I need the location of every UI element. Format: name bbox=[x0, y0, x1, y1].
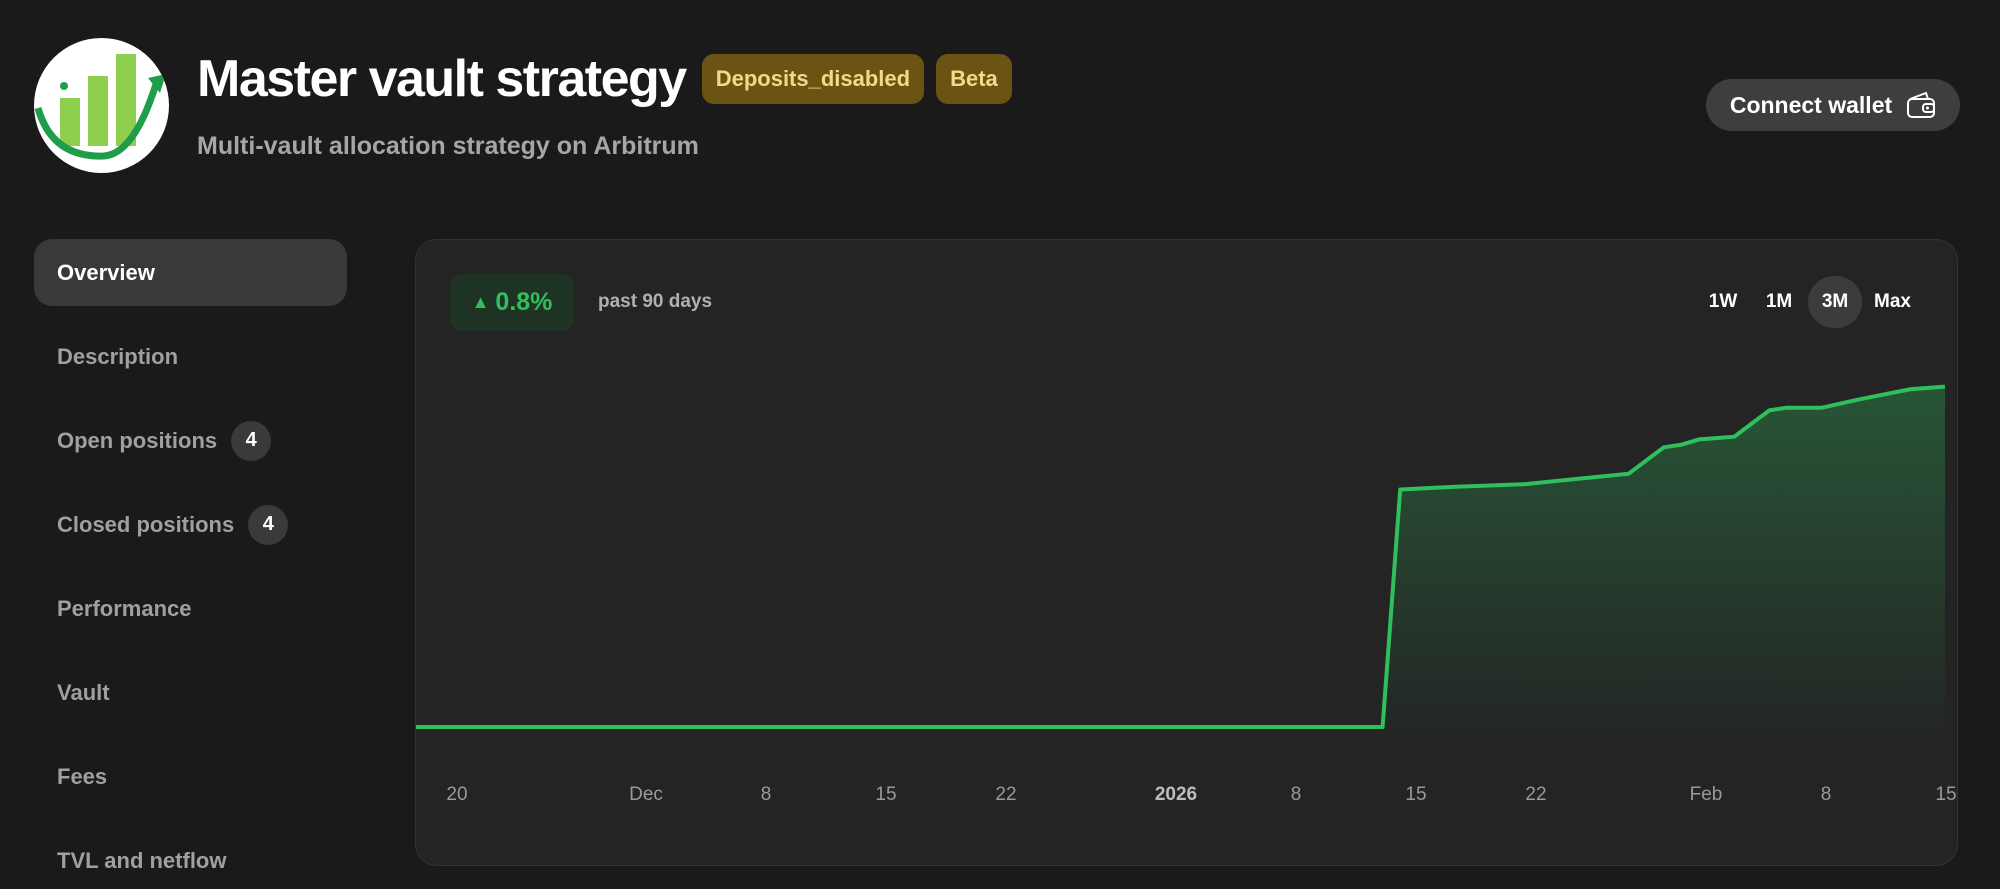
period-label: past 90 days bbox=[598, 291, 713, 312]
sidebar-item-performance[interactable]: Performance bbox=[34, 575, 347, 642]
range-3m-button[interactable]: 3M bbox=[1808, 276, 1863, 328]
x-tick-label: Feb bbox=[1690, 784, 1723, 805]
sidebar-item-label: Fees bbox=[57, 763, 108, 789]
sidebar-item-description[interactable]: Description bbox=[34, 323, 347, 390]
connect-wallet-button[interactable]: Connect wallet bbox=[1706, 79, 1960, 131]
change-badge: ▲ 0.8% bbox=[450, 274, 574, 331]
title-block: Master vault strategy Deposits_disabled … bbox=[197, 50, 1012, 161]
range-1m-button[interactable]: 1M bbox=[1765, 291, 1793, 312]
x-tick-label: 2026 bbox=[1155, 784, 1197, 805]
closed-positions-count-badge: 4 bbox=[248, 504, 289, 545]
series-area-fill bbox=[416, 386, 1945, 747]
range-max-button[interactable]: Max bbox=[1874, 291, 1911, 312]
sidebar-nav: Overview Description Open positions 4 Cl… bbox=[34, 239, 347, 889]
performance-chart: 20 Dec 8 15 22 2026 8 15 22 Feb 8 15 bbox=[416, 384, 1957, 805]
performance-chart-card: 20 Dec 8 15 22 2026 8 15 22 Feb 8 15 ▲ 0.8% past 90… bbox=[415, 239, 1958, 866]
series-line bbox=[416, 384, 1946, 729]
sidebar-item-open-positions[interactable]: Open positions 4 bbox=[34, 407, 347, 474]
range-1w-button[interactable]: 1W bbox=[1708, 291, 1738, 312]
x-tick-label: 15 bbox=[1935, 784, 1956, 805]
sidebar-item-label: Description bbox=[57, 343, 179, 369]
sidebar-item-vault[interactable]: Vault bbox=[34, 659, 347, 726]
x-tick-label: 8 bbox=[1821, 784, 1832, 805]
x-tick-label: Dec bbox=[629, 784, 663, 805]
open-positions-count-badge: 4 bbox=[231, 420, 272, 461]
sidebar-item-tvl-netflow[interactable]: TVL and netflow bbox=[34, 827, 347, 889]
sidebar-item-label: Vault bbox=[57, 679, 110, 705]
wallet-icon bbox=[1906, 91, 1936, 119]
header: Master vault strategy Deposits_disabled … bbox=[34, 38, 1960, 178]
sidebar-item-overview[interactable]: Overview bbox=[34, 239, 347, 306]
x-tick-label: 20 bbox=[446, 784, 467, 805]
sidebar-item-label: Performance bbox=[57, 595, 192, 621]
sidebar-item-label: Overview bbox=[57, 259, 155, 285]
x-tick-label: 22 bbox=[995, 784, 1016, 805]
connect-wallet-label: Connect wallet bbox=[1729, 91, 1893, 118]
range-selector: 1W 1M 3M Max bbox=[1696, 276, 1921, 328]
up-arrow-icon: ▲ bbox=[471, 292, 490, 312]
beta-badge: Beta bbox=[936, 54, 1012, 104]
sidebar-item-label: Closed positions bbox=[57, 511, 235, 537]
page-subtitle: Multi-vault allocation strategy on Arbit… bbox=[197, 132, 699, 160]
sidebar-item-fees[interactable]: Fees bbox=[34, 743, 347, 810]
page-title: Master vault strategy bbox=[197, 50, 687, 108]
x-tick-label: 15 bbox=[875, 784, 896, 805]
x-tick-label: 8 bbox=[761, 784, 772, 805]
x-tick-label: 8 bbox=[1291, 784, 1302, 805]
deposits-disabled-badge: Deposits_disabled bbox=[701, 54, 925, 104]
sidebar-item-label: TVL and netflow bbox=[57, 847, 227, 873]
strategy-logo bbox=[34, 38, 169, 173]
sidebar-item-closed-positions[interactable]: Closed positions 4 bbox=[34, 491, 347, 558]
x-tick-label: 22 bbox=[1525, 784, 1546, 805]
x-tick-label: 15 bbox=[1405, 784, 1426, 805]
sidebar-item-label: Open positions bbox=[57, 427, 218, 453]
change-value: 0.8% bbox=[495, 288, 553, 316]
